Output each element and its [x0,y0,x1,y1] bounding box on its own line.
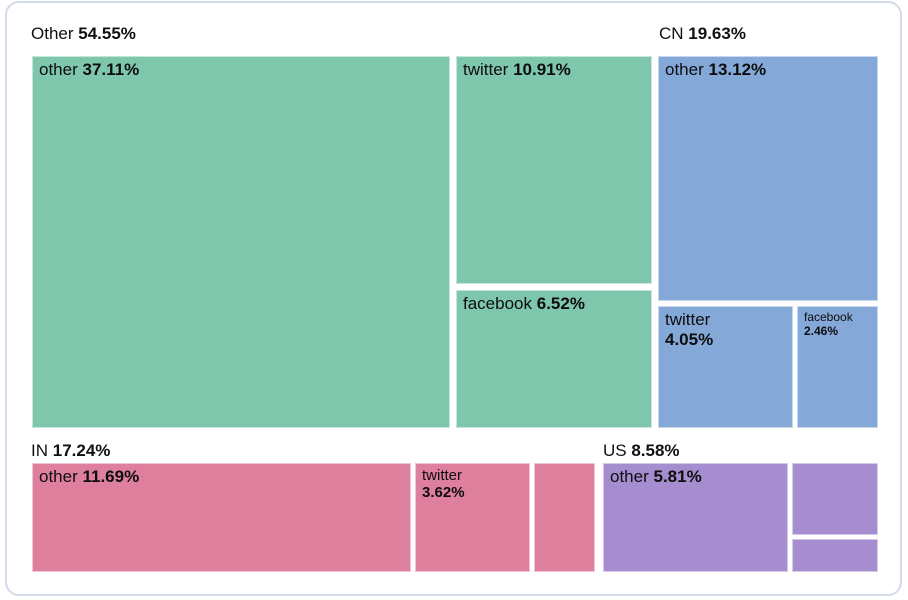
group-label-in-group: IN 17.24% [31,441,110,461]
cell-value-label: 6.52% [536,294,585,313]
cell-name-label: facebook [463,294,537,313]
cell-name-label: Other [31,24,79,43]
treemap-cell-us-group-other[interactable]: other 5.81% [603,463,788,572]
cell-value-label: 2.46% [804,324,839,338]
cell-name-label: facebook [804,310,853,324]
cell-name-label: other [610,467,654,486]
group-label-cn-group: CN 19.63% [659,24,746,44]
treemap-cell-cn-group-other[interactable]: other 13.12% [658,56,878,301]
group-label-us-group: US 8.58% [603,441,680,461]
cell-name-label: other [665,60,709,79]
cell-value-label: 5.81% [653,467,702,486]
cell-name-label: US [603,441,632,460]
treemap-cell-in-group-unlabeled[interactable] [534,463,595,572]
treemap-cell-other-group-twitter[interactable]: twitter 10.91% [456,56,652,284]
treemap-cell-other-group-other[interactable]: other 37.11% [32,56,450,428]
treemap-cell-us-group-unlabeled[interactable] [792,463,878,535]
cell-name-label: twitter [422,467,463,484]
cell-name-label: CN [659,24,689,43]
treemap-cell-in-group-other[interactable]: other 11.69% [32,463,411,572]
treemap-cell-us-group-unlabeled[interactable] [792,539,878,572]
treemap-cell-in-group-twitter[interactable]: twitter 3.62% [415,463,530,572]
cell-value-label: 17.24% [52,441,111,460]
cell-value-label: 54.55% [78,24,136,43]
cell-value-label: 4.05% [665,330,714,349]
cell-value-label: 19.63% [688,24,746,43]
cell-name-label: other [39,60,83,79]
cell-value-label: 10.91% [513,60,571,79]
cell-value-label: 11.69% [82,467,140,486]
cell-value-label: 37.11% [82,60,140,79]
cell-name-label: twitter [463,60,514,79]
treemap-cell-other-group-facebook[interactable]: facebook 6.52% [456,290,652,428]
cell-value-label: 8.58% [631,441,680,460]
cell-name-label: other [39,467,83,486]
cell-value-label: 3.62% [422,484,465,501]
cell-name-label: twitter [665,310,711,329]
cell-name-label: IN [31,441,53,460]
treemap-cell-cn-group-facebook[interactable]: facebook 2.46% [797,306,878,428]
treemap-cell-cn-group-twitter[interactable]: twitter 4.05% [658,306,793,428]
cell-value-label: 13.12% [708,60,767,79]
group-label-other-group: Other 54.55% [31,24,136,44]
